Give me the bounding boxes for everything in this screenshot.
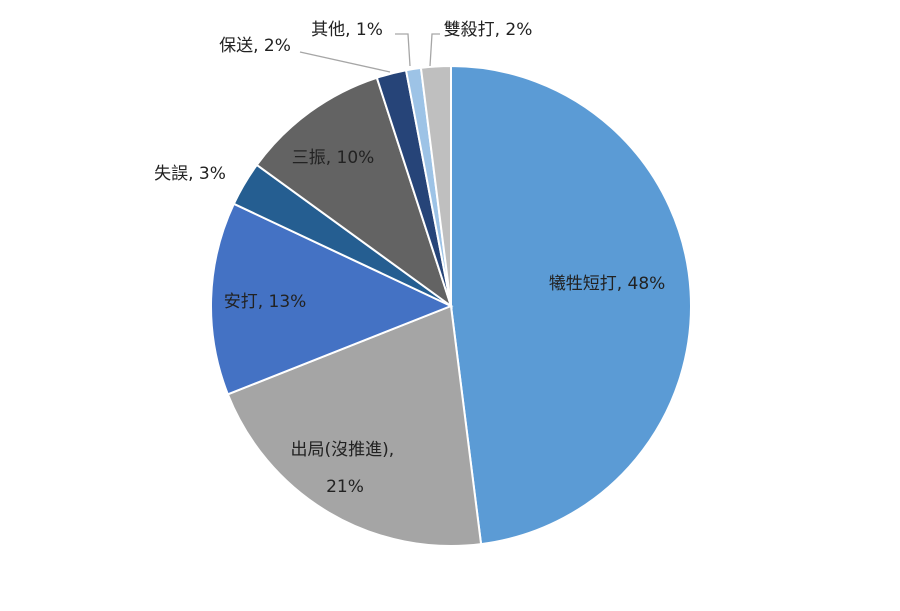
data-label: 失誤, 3% <box>154 164 226 184</box>
data-label-line: 出局(沒推進), <box>290 440 399 460</box>
data-label: 犧牲短打, 48% <box>549 274 666 294</box>
data-label: 保送, 2% <box>219 36 291 56</box>
pie-slice <box>226 304 483 547</box>
leader-line <box>395 33 411 67</box>
leader-line <box>299 51 391 73</box>
data-label: 安打, 13% <box>224 292 307 312</box>
pie-slice <box>419 64 452 307</box>
data-label: 雙殺打, 2% <box>444 20 533 40</box>
leader-line <box>429 33 440 67</box>
data-label: 出局(沒推進), 21% <box>290 440 399 497</box>
pie-slice <box>210 202 454 396</box>
data-label: 其他, 1% <box>311 20 383 40</box>
pie-slice <box>450 64 692 546</box>
data-label: 三振, 10% <box>292 148 375 168</box>
pie-slice <box>255 76 453 309</box>
data-label-line: 21% <box>326 477 364 497</box>
